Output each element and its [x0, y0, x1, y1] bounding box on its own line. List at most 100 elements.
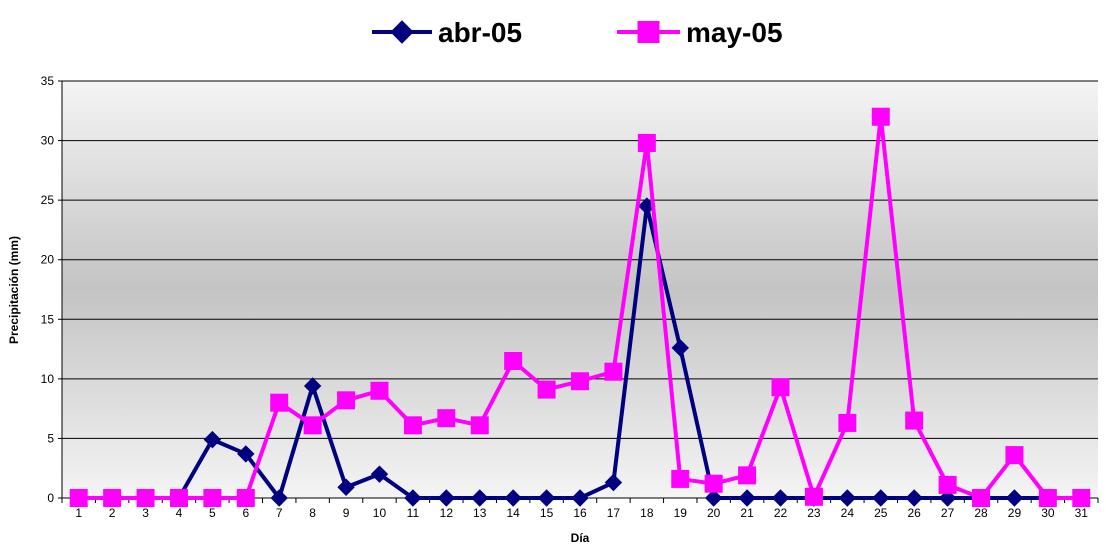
data-point [905, 489, 923, 507]
x-tick-label: 5 [209, 506, 216, 520]
x-tick-label: 31 [1075, 506, 1089, 520]
data-point [604, 362, 623, 381]
data-point [604, 473, 623, 492]
data-point [1072, 489, 1091, 507]
y-tick-label: 10 [41, 372, 55, 386]
data-point [203, 489, 222, 507]
x-axis-title: Día [571, 531, 590, 545]
data-point [804, 487, 823, 506]
legend-item-may-05: may-05 [617, 17, 783, 48]
y-tick-label: 25 [41, 193, 55, 207]
x-tick-label: 30 [1041, 506, 1055, 520]
data-point [471, 489, 489, 507]
data-point [571, 489, 589, 507]
data-point [871, 107, 890, 126]
data-point [671, 469, 690, 488]
data-point [1038, 489, 1057, 507]
data-point [838, 413, 857, 432]
legend-label: may-05 [686, 17, 783, 48]
x-tick-label: 16 [573, 506, 587, 520]
x-tick-label: 9 [343, 506, 350, 520]
data-point [270, 393, 289, 412]
data-point [437, 409, 456, 428]
x-tick-label: 21 [740, 506, 754, 520]
data-point [404, 489, 422, 507]
legend-marker [637, 21, 660, 43]
series-may-05 [69, 107, 1091, 507]
y-tick-label: 35 [41, 74, 55, 88]
x-tick-label: 14 [506, 506, 520, 520]
data-point [938, 475, 957, 494]
x-tick-label: 12 [440, 506, 454, 520]
data-point [303, 416, 322, 435]
x-tick-label: 24 [841, 506, 855, 520]
legend-marker [390, 20, 414, 44]
data-point [236, 489, 255, 507]
x-tick-label: 23 [807, 506, 821, 520]
x-tick-label: 28 [974, 506, 988, 520]
x-tick-label: 17 [607, 506, 621, 520]
x-tick-label: 13 [473, 506, 487, 520]
data-point [537, 380, 556, 399]
data-point [671, 339, 689, 357]
data-point [270, 489, 288, 507]
x-tick-label: 15 [540, 506, 554, 520]
data-point [237, 445, 255, 463]
data-point [571, 372, 589, 391]
data-point [704, 489, 723, 507]
y-tick-label: 20 [41, 253, 55, 267]
data-point [738, 489, 756, 507]
data-point [470, 416, 489, 435]
data-point [771, 378, 790, 397]
data-point [1005, 446, 1024, 465]
x-tick-label: 1 [75, 506, 82, 520]
y-tick-label: 15 [41, 312, 55, 326]
x-tick-label: 26 [908, 506, 922, 520]
data-point [337, 391, 356, 410]
x-tick-label: 27 [941, 506, 955, 520]
data-point [337, 478, 355, 496]
legend-label: abr-05 [438, 17, 522, 48]
data-point [103, 489, 122, 507]
data-point [637, 133, 656, 152]
data-point [972, 489, 991, 507]
x-tick-label: 11 [407, 506, 420, 520]
y-tick-label: 0 [47, 491, 54, 505]
data-point [370, 381, 389, 400]
data-point [938, 489, 957, 507]
data-point [437, 489, 456, 507]
x-tick-label: 22 [774, 506, 788, 520]
data-point [403, 416, 422, 435]
data-point [771, 489, 790, 507]
x-tick-label: 3 [142, 506, 149, 520]
data-point [136, 489, 155, 507]
data-point [504, 351, 523, 370]
data-point [370, 465, 389, 483]
x-tick-label: 29 [1008, 506, 1022, 520]
data-point [303, 377, 322, 395]
x-tick-label: 10 [373, 506, 387, 520]
data-point [1005, 489, 1024, 507]
x-tick-label: 4 [176, 506, 183, 520]
data-point [504, 489, 522, 507]
x-tick-label: 7 [276, 506, 283, 520]
plot-area [62, 81, 1098, 498]
x-tick-label: 25 [874, 506, 888, 520]
y-tick-label: 30 [41, 134, 55, 148]
data-point [537, 489, 556, 507]
legend-item-abr-05: abr-05 [372, 17, 522, 48]
data-point [738, 466, 757, 485]
data-point [838, 489, 857, 507]
x-tick-label: 19 [674, 506, 688, 520]
data-point [872, 489, 890, 507]
data-point [905, 411, 924, 430]
x-tick-label: 6 [242, 506, 249, 520]
data-point [69, 489, 88, 507]
data-point [169, 489, 188, 507]
data-point [704, 474, 723, 493]
y-axis-title: Precipitación (mm) [7, 236, 21, 344]
x-tick-label: 18 [640, 506, 654, 520]
data-point [203, 430, 222, 449]
